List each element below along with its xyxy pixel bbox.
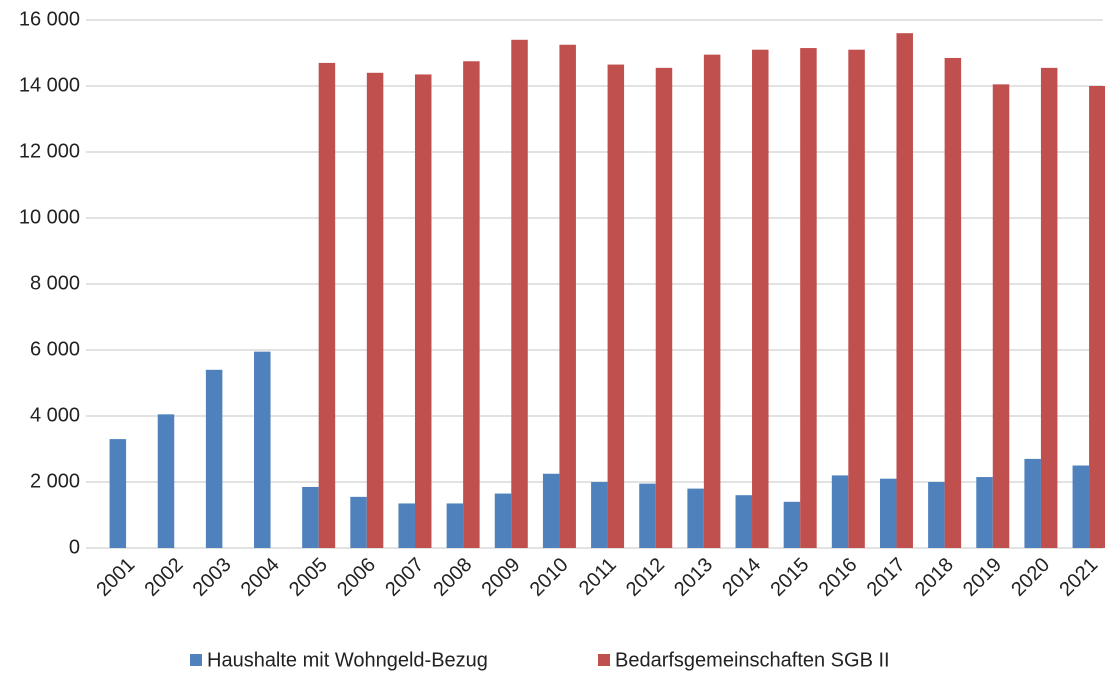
bar: [494, 493, 512, 548]
y-tick-label: 2 000: [30, 470, 80, 492]
y-tick-label: 0: [69, 536, 80, 558]
bar: [944, 57, 962, 548]
y-tick-label: 12 000: [19, 140, 80, 162]
bar: [398, 503, 415, 548]
legend-label: Bedarfsgemeinschaften SGB II: [615, 649, 890, 671]
y-tick-label: 16 000: [19, 8, 80, 30]
x-tick-label: 2021: [1055, 554, 1102, 601]
bar: [109, 439, 127, 548]
bar: [254, 351, 271, 548]
bar: [831, 475, 849, 548]
x-tick-label: 2019: [959, 554, 1006, 601]
bar: [848, 49, 865, 548]
x-tick-label: 2020: [1007, 554, 1054, 601]
x-tick-label: 2001: [92, 554, 139, 601]
x-tick-label: 2002: [140, 554, 187, 601]
x-tick-label: 2013: [670, 554, 717, 601]
bar: [928, 482, 945, 548]
bar: [205, 369, 223, 548]
bar: [350, 496, 367, 548]
y-tick-label: 14 000: [19, 74, 80, 96]
bar: [800, 48, 817, 549]
bar: [446, 503, 464, 548]
x-tick-label: 2010: [526, 554, 573, 601]
bar: [318, 62, 336, 549]
x-tick-label: 2011: [575, 554, 621, 600]
bar: [1089, 86, 1105, 548]
bar: [414, 74, 432, 548]
bar: [1024, 458, 1041, 548]
x-tick-label: 2006: [333, 554, 380, 601]
y-tick-label: 4 000: [30, 404, 80, 426]
bar: [639, 483, 656, 548]
bar: [366, 72, 384, 549]
bar: [783, 501, 801, 548]
y-tick-label: 10 000: [19, 206, 80, 228]
y-tick-label: 6 000: [30, 338, 80, 360]
bar: [1072, 465, 1090, 548]
bar: [879, 478, 897, 548]
x-tick-label: 2014: [718, 554, 765, 601]
bar: [976, 477, 993, 548]
bar: [687, 488, 704, 548]
x-tick-label: 2018: [911, 554, 958, 601]
bar: [992, 84, 1010, 548]
y-tick-label: 8 000: [30, 272, 80, 294]
legend-swatch: [598, 654, 610, 666]
x-tick-label: 2007: [381, 554, 428, 601]
legend-label: Haushalte mit Wohngeld-Bezug: [207, 649, 488, 671]
bar: [511, 39, 528, 549]
bar: [157, 414, 175, 548]
x-tick-label: 2008: [429, 554, 476, 601]
bar: [591, 482, 608, 548]
x-tick-label: 2012: [622, 554, 669, 601]
x-tick-label: 2009: [478, 554, 525, 601]
x-tick-label: 2015: [766, 554, 813, 601]
bar: [542, 473, 560, 548]
bar: [559, 44, 576, 548]
bar: [896, 33, 913, 548]
x-tick-label: 2004: [237, 554, 284, 601]
bar: [655, 67, 673, 548]
x-tick-label: 2016: [815, 554, 862, 601]
bar: [302, 486, 319, 548]
bar: [735, 495, 753, 548]
x-tick-label: 2017: [863, 554, 910, 601]
bar: [752, 49, 769, 548]
bar: [463, 61, 480, 548]
bar: [1040, 67, 1058, 548]
x-tick-label: 2005: [285, 554, 332, 601]
x-tick-label: 2003: [189, 554, 236, 601]
bar: [607, 64, 625, 549]
bar: [703, 54, 721, 549]
legend-swatch: [190, 654, 202, 666]
